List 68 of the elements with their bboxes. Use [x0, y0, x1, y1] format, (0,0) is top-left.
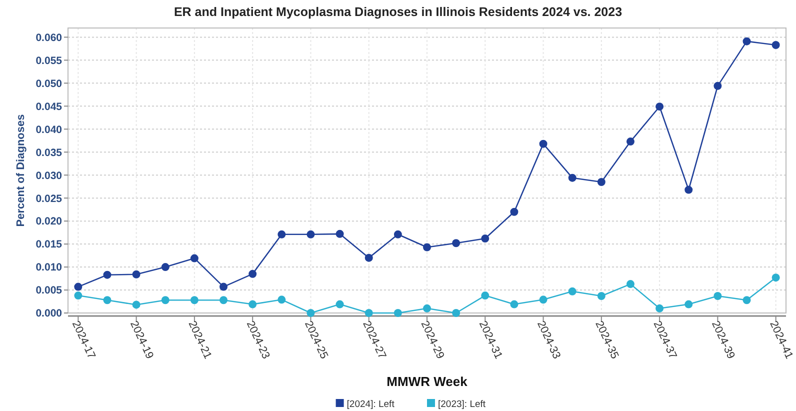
point [772, 41, 780, 50]
point [510, 300, 518, 308]
y-axis-title: Percent of Diagnoses [15, 114, 27, 227]
y-tick-label: 0.005 [36, 284, 62, 297]
point [132, 300, 140, 309]
point [481, 292, 490, 300]
point [364, 254, 373, 262]
legend-label: [2024]: Left [346, 399, 395, 410]
point [278, 230, 286, 238]
point [481, 234, 490, 243]
x-axis-title: MMWR Week [386, 374, 468, 389]
point [220, 282, 228, 291]
point [452, 239, 460, 248]
point [161, 296, 170, 304]
point [103, 270, 112, 279]
y-tick-label: 0.050 [36, 78, 62, 90]
point [597, 292, 606, 300]
point [248, 300, 257, 308]
point [248, 270, 257, 278]
y-tick-label: 0.000 [36, 308, 62, 320]
point [568, 174, 576, 182]
legend-label: [2023]: Left [438, 399, 486, 410]
point [74, 282, 82, 291]
point [103, 296, 112, 304]
point [220, 296, 228, 304]
point [452, 309, 460, 317]
point [568, 287, 576, 296]
point [74, 292, 82, 300]
point [161, 263, 170, 272]
point [306, 230, 315, 238]
y-tick-label: 0.030 [36, 170, 62, 182]
y-tick-label: 0.010 [36, 262, 62, 274]
point [132, 270, 140, 278]
point [394, 309, 402, 317]
point [364, 309, 373, 317]
point [772, 274, 780, 282]
y-tick-label: 0.035 [36, 146, 62, 159]
point [656, 304, 664, 312]
y-tick-label: 0.045 [36, 100, 62, 113]
point [394, 230, 402, 238]
point [423, 304, 431, 312]
point [306, 309, 315, 317]
y-tick-label: 0.040 [36, 124, 62, 136]
point [190, 296, 198, 304]
point [742, 37, 751, 46]
point [539, 296, 548, 304]
point [190, 254, 198, 262]
y-tick-label: 0.020 [36, 216, 62, 228]
point [278, 296, 286, 304]
point [742, 296, 751, 304]
y-tick-label: 0.060 [36, 32, 62, 44]
point [684, 186, 693, 194]
point [336, 230, 344, 238]
y-tick-label: 0.055 [36, 54, 62, 67]
point [336, 300, 344, 308]
point [626, 280, 634, 288]
point [656, 102, 664, 111]
point [714, 82, 722, 90]
point [714, 292, 722, 300]
y-tick-label: 0.025 [36, 192, 62, 205]
point [626, 138, 634, 146]
point [423, 243, 431, 252]
point [510, 208, 518, 216]
point [539, 140, 548, 148]
y-tick-label: 0.015 [36, 238, 62, 251]
point [597, 178, 606, 186]
chart-title: ER and Inpatient Mycoplasma Diagnoses in Illinois Residents 2024 vs. 2023 [174, 5, 622, 19]
point [684, 300, 693, 308]
